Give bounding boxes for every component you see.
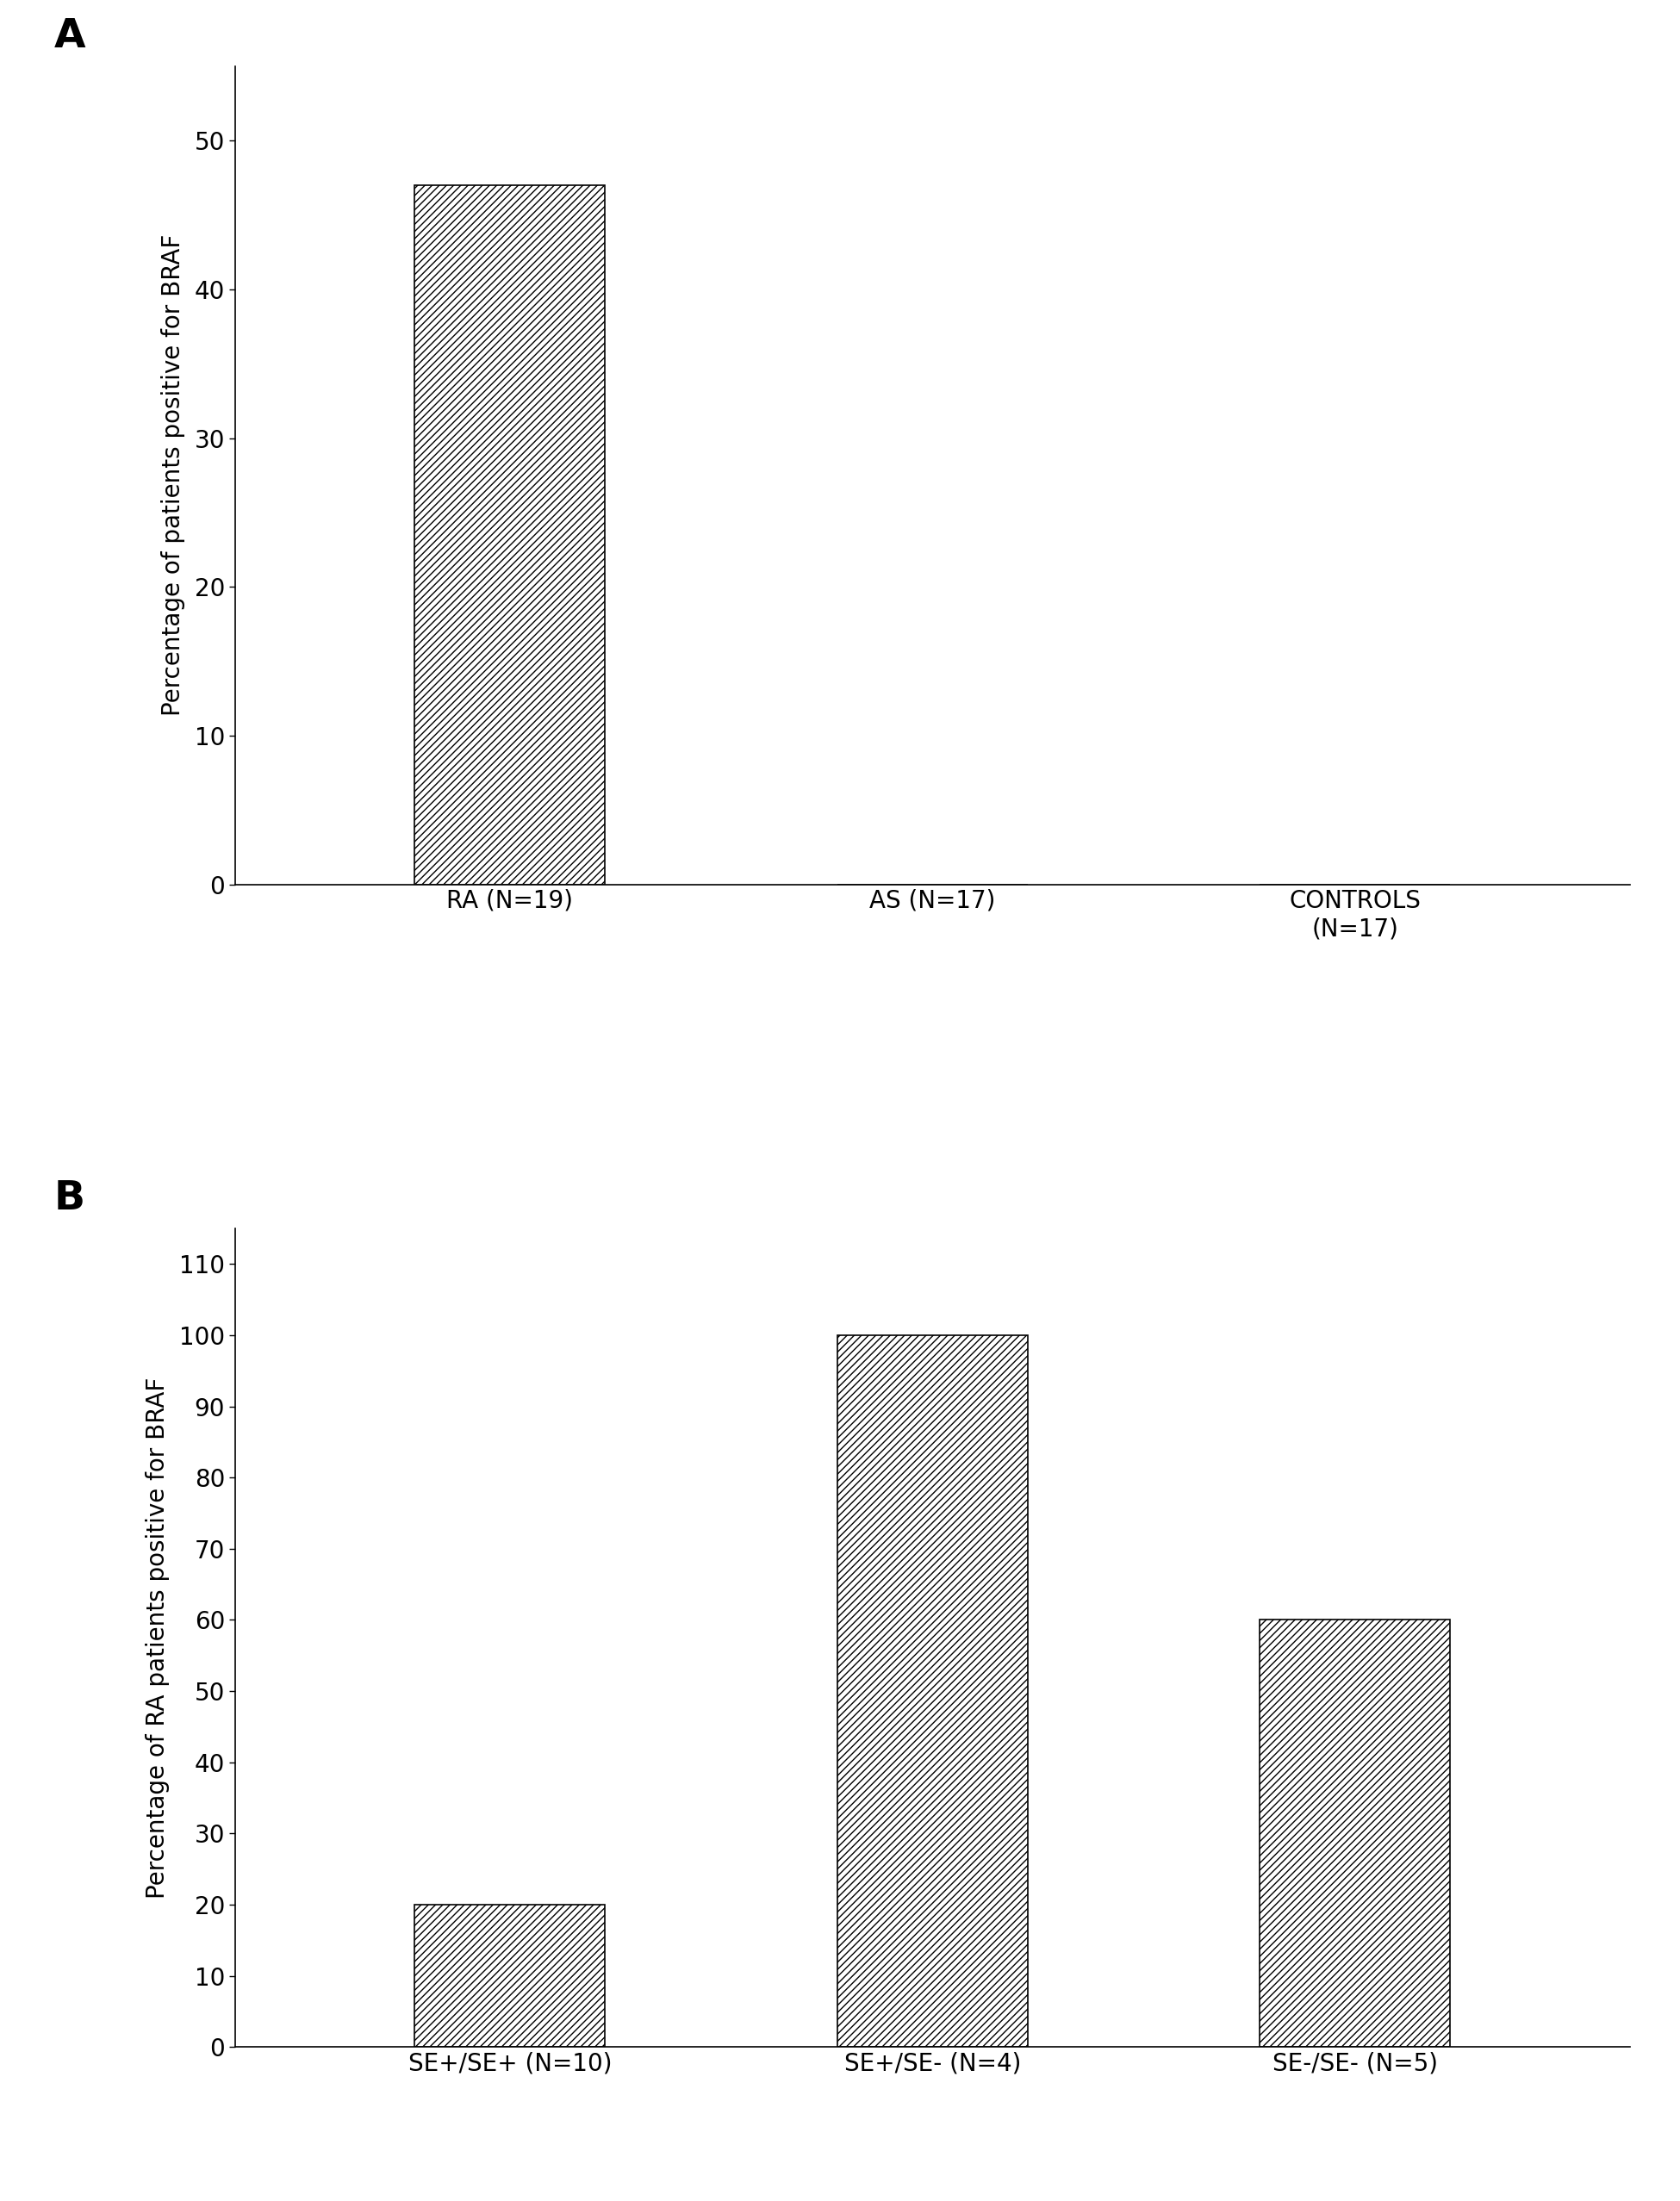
Bar — [1260, 1620, 1450, 2047]
Text: B: B — [54, 1180, 86, 1217]
Bar — [415, 185, 605, 885]
Bar — [415, 1904, 605, 2047]
Bar — [837, 1336, 1028, 2047]
Text: A: A — [54, 18, 86, 55]
Y-axis label: Percentage of RA patients positive for BRAF: Percentage of RA patients positive for B… — [146, 1378, 170, 1899]
Y-axis label: Percentage of patients positive for BRAF: Percentage of patients positive for BRAF — [161, 233, 185, 715]
